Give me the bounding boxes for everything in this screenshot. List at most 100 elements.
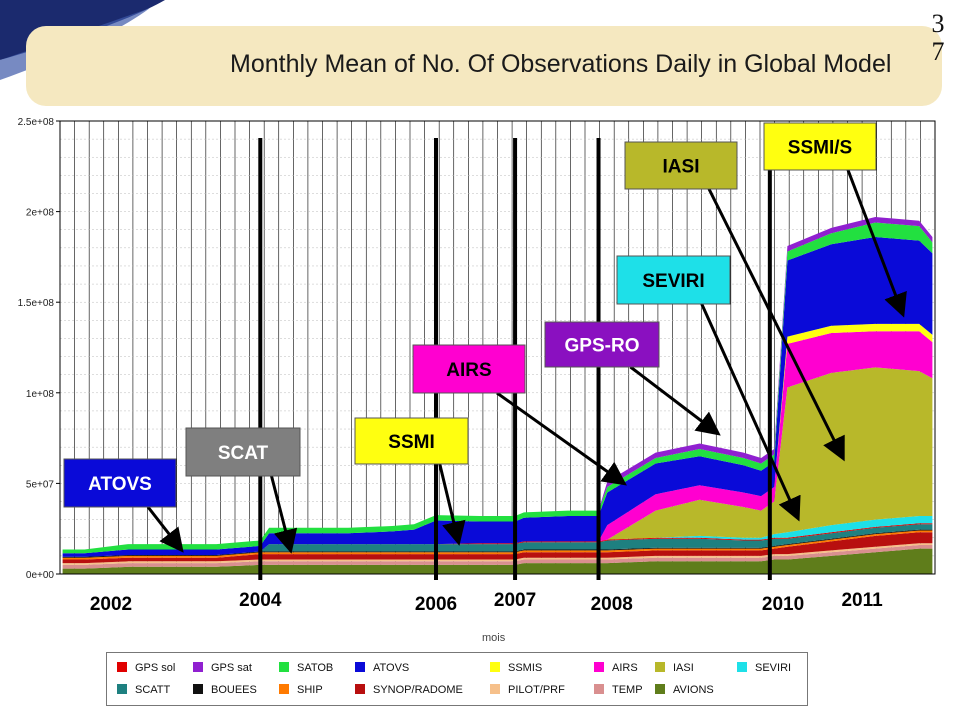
stacked-area-chart: 0e+00 5e+07 1e+08 1.5e+08 2e+08 2.5e+08 ATOVS… <box>18 117 936 615</box>
legend-swatch <box>490 662 500 672</box>
callout-box-iasi <box>624 141 738 190</box>
legend-swatch <box>655 662 665 672</box>
callout-label-ssmis: SSMI/S <box>788 138 852 159</box>
legend-item-seviri: SEVIRI <box>737 662 791 674</box>
legend-item-iasi: IASI <box>655 662 694 674</box>
legend-label: SEVIRI <box>755 662 792 674</box>
callout-arrow-scat <box>270 475 298 554</box>
year-label-2008: 2008 <box>591 594 633 615</box>
title-banner <box>26 26 942 106</box>
area-series-iasi <box>62 367 933 557</box>
callout-label-iasi: IASI <box>663 157 700 178</box>
y-tick-label: 2e+08 <box>26 208 55 219</box>
legend-label: AIRS <box>612 662 638 674</box>
legend-label: SSMIS <box>508 662 543 674</box>
callout-box-atovs <box>63 458 177 508</box>
callout-arrow-airs <box>496 391 627 486</box>
legend-label: SCATT <box>135 684 171 696</box>
legend-label: SHIP <box>297 684 323 696</box>
legend-item-bouees: BOUEES <box>193 684 257 696</box>
legend-swatch <box>193 662 203 672</box>
legend-swatch <box>737 662 747 672</box>
legend-swatch <box>355 662 365 672</box>
area-series-bouees <box>62 529 933 558</box>
legend-swatch <box>117 662 127 672</box>
callout-arrow-atovs <box>146 506 184 553</box>
callout-arrow-ssmis <box>846 169 907 318</box>
area-series-temp <box>62 545 933 569</box>
slide-title: Monthly Mean of No. Of Observations Dail… <box>230 50 892 78</box>
legend-item-ssmis: SSMIS <box>490 662 542 674</box>
callout-arrow-iasi <box>707 188 845 462</box>
legend-item-pilot-prf: PILOT/PRF <box>490 684 565 696</box>
year-label-2002: 2002 <box>90 594 132 615</box>
legend-label: GPS sat <box>211 662 252 674</box>
y-tick-label: 1.5e+08 <box>18 298 55 309</box>
callout-label-airs: AIRS <box>446 360 491 381</box>
legend-item-airs: AIRS <box>594 662 638 674</box>
callout-label-atovs: ATOVS <box>88 474 152 495</box>
legend-swatch <box>117 684 127 694</box>
chart-axes: 0e+00 5e+07 1e+08 1.5e+08 2e+08 2.5e+08 <box>18 117 935 581</box>
year-label-2006: 2006 <box>415 594 457 615</box>
legend-swatch <box>594 662 604 672</box>
callout-label-seviri: SEVIRI <box>642 271 704 292</box>
callout-box-airs <box>412 344 526 394</box>
legend-item-gps-sol: GPS sol <box>117 662 175 674</box>
callout-box-scat <box>185 427 301 477</box>
slide-number-digit-2: 7 <box>931 37 945 66</box>
legend-label: ATOVS <box>373 662 410 674</box>
year-labels: 2002 2004 2006 2007 2008 2010 2011 <box>90 590 883 615</box>
area-series-ship <box>62 530 933 560</box>
area-series-synop-radome <box>62 532 933 564</box>
legend-item-temp: TEMP <box>594 684 643 696</box>
legend-item-satob: SATOB <box>279 662 333 674</box>
legend-swatch <box>279 684 289 694</box>
callout-box-ssmis <box>763 122 877 171</box>
legend-item-avions: AVIONS <box>655 684 714 696</box>
area-series-airs <box>62 331 933 557</box>
area-series-gps-sol <box>62 523 933 557</box>
legend-swatch <box>355 684 365 694</box>
y-tick-label: 5e+07 <box>26 479 55 490</box>
callout-box-seviri <box>616 255 731 305</box>
year-label-2004: 2004 <box>239 590 282 611</box>
legend-item-gps-sat: GPS sat <box>193 662 252 674</box>
year-label-2007: 2007 <box>494 590 536 611</box>
callout-arrow-gpsro <box>629 365 721 436</box>
callout-arrow-seviri <box>700 303 801 522</box>
legend-swatch <box>193 684 203 694</box>
year-label-2010: 2010 <box>762 594 804 615</box>
callout-label-scat: SCAT <box>218 443 269 464</box>
legend-label: SATOB <box>297 662 334 674</box>
legend-label: AVIONS <box>673 684 714 696</box>
y-tick-label: 0e+00 <box>26 570 55 581</box>
legend-label: TEMP <box>612 684 643 696</box>
x-axis-label: mois <box>482 632 506 644</box>
callout-arrows <box>146 169 907 554</box>
legend-label: IASI <box>673 662 694 674</box>
slide-number-digit-1: 3 <box>931 9 945 38</box>
year-label-2011: 2011 <box>841 590 883 611</box>
area-series-avions <box>62 548 933 574</box>
area-series-pilot-prf <box>62 543 933 565</box>
legend-label: BOUEES <box>211 684 257 696</box>
legend-swatch <box>279 662 289 672</box>
callout-arrow-ssmi <box>438 463 466 546</box>
callout-label-gpsro: GPS-RO <box>565 336 640 357</box>
chart-legend: GPS sol GPS sat SATOB ATOVS SSMIS AIRS IASI SEV… <box>106 652 808 706</box>
legend-label: GPS sol <box>135 662 176 674</box>
legend-item-ship: SHIP <box>279 684 323 696</box>
area-series-atovs <box>62 237 933 557</box>
legend-item-scatt: SCATT <box>117 684 170 696</box>
legend-swatch <box>594 684 604 694</box>
y-tick-label: 2.5e+08 <box>18 117 55 128</box>
y-tick-label: 1e+08 <box>26 389 55 400</box>
callout-box-gpsro <box>544 321 660 368</box>
legend-label: SYNOP/RADOME <box>373 684 463 696</box>
callouts: ATOVS SCAT SSMI AIRS GPS-RO IASI SEVIRI SSMI/S <box>63 122 877 508</box>
legend-item-synop-radome: SYNOP/RADOME <box>355 684 463 696</box>
legend-swatch <box>655 684 665 694</box>
legend-item-atovs: ATOVS <box>355 662 409 674</box>
legend-label: PILOT/PRF <box>508 684 565 696</box>
